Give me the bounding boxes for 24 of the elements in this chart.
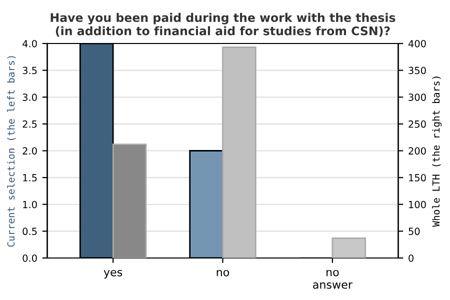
- y-tick-label: 0.0: [22, 254, 37, 262]
- x-tick-label: no answer: [313, 270, 353, 289]
- y2-tick-label: 400: [408, 40, 426, 48]
- y2-tick-label: 250: [408, 120, 426, 128]
- y2-tick-label: 100: [409, 200, 426, 208]
- y-tick-label: 2.0: [22, 147, 37, 155]
- y-tick-label: 0.5: [22, 228, 37, 236]
- y-tick-label: 2.5: [22, 120, 37, 128]
- chart-title: Have you been paid during the work with the thesis (in addition to financial aid for studies from CSN)?: [50, 12, 396, 37]
- y-tick-label: 1.5: [23, 174, 37, 182]
- x-tick-label: yes: [104, 270, 122, 278]
- x-tick-label: no: [216, 270, 230, 276]
- y-tick-label: 3.5: [22, 66, 37, 74]
- y2-tick-label: 150: [409, 174, 426, 182]
- y-tick-label: 3.0: [22, 94, 37, 101]
- y2-tick-label: 200: [408, 147, 426, 155]
- y2-tick-label: 350: [408, 66, 426, 74]
- y-tick-label: 1.0: [23, 200, 37, 208]
- y2-tick-label: 0: [408, 254, 414, 262]
- y-tick-label: 4.0: [22, 40, 37, 48]
- y-axis-title: Current selection (the left bars): [7, 56, 16, 247]
- y2-tick-label: 300: [408, 94, 426, 101]
- y2-axis-title: Whole LTH (the right bars): [432, 76, 442, 227]
- y2-tick-label: 50: [408, 228, 420, 236]
